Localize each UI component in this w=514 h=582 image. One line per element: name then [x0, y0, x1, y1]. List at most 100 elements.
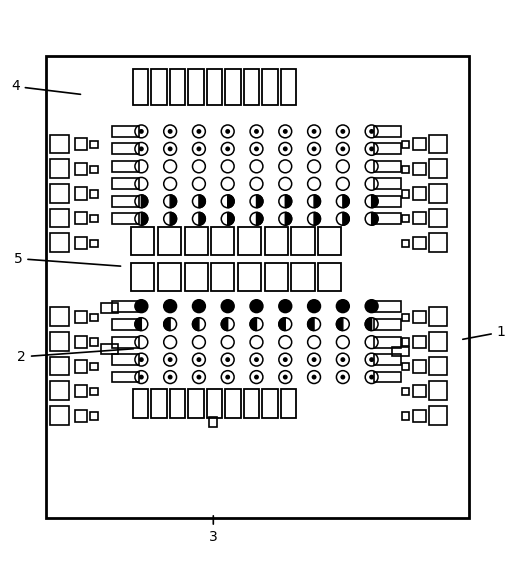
Bar	[46, 56, 469, 518]
Bar	[374, 354, 401, 365]
Circle shape	[254, 129, 259, 134]
Bar	[429, 406, 447, 425]
Bar	[50, 233, 69, 252]
Polygon shape	[199, 212, 205, 225]
Circle shape	[254, 375, 259, 379]
Circle shape	[369, 129, 374, 134]
Bar	[429, 135, 447, 153]
Bar	[50, 135, 69, 153]
Bar	[413, 410, 426, 422]
Circle shape	[311, 129, 317, 134]
Circle shape	[254, 357, 259, 362]
Bar	[402, 363, 409, 370]
Circle shape	[196, 147, 201, 151]
Polygon shape	[193, 318, 199, 331]
Bar	[413, 212, 426, 225]
Bar	[207, 69, 222, 105]
Bar	[265, 227, 288, 255]
Bar	[133, 389, 148, 418]
Bar	[170, 69, 185, 105]
Bar	[402, 314, 409, 321]
Polygon shape	[164, 318, 170, 331]
Bar	[75, 212, 87, 225]
Bar	[90, 166, 98, 173]
Bar	[402, 388, 409, 395]
Bar	[50, 406, 69, 425]
Circle shape	[139, 357, 144, 362]
Bar	[374, 214, 401, 224]
Bar	[281, 389, 296, 418]
Bar	[413, 237, 426, 249]
Bar	[90, 190, 98, 197]
Bar	[90, 363, 98, 370]
Bar	[75, 360, 87, 372]
Polygon shape	[170, 195, 176, 208]
Polygon shape	[141, 212, 148, 225]
Bar	[225, 389, 241, 418]
Circle shape	[225, 375, 230, 379]
Circle shape	[225, 357, 230, 362]
Bar	[413, 385, 426, 397]
Bar	[50, 209, 69, 227]
Bar	[429, 381, 447, 400]
Bar	[244, 389, 259, 418]
Circle shape	[196, 375, 201, 379]
Polygon shape	[372, 212, 378, 225]
Bar	[101, 303, 118, 313]
Polygon shape	[285, 212, 291, 225]
Bar	[112, 179, 139, 189]
Bar	[158, 227, 181, 255]
Polygon shape	[314, 212, 320, 225]
Bar	[374, 144, 401, 154]
Circle shape	[168, 129, 173, 134]
Bar	[238, 262, 261, 291]
Bar	[50, 159, 69, 178]
Bar	[75, 385, 87, 397]
Bar	[158, 262, 181, 291]
Bar	[402, 190, 409, 197]
Circle shape	[340, 375, 345, 379]
Circle shape	[340, 357, 345, 362]
Circle shape	[283, 147, 288, 151]
Circle shape	[279, 300, 292, 313]
Polygon shape	[199, 195, 205, 208]
Bar	[318, 227, 341, 255]
Bar	[392, 346, 409, 356]
Bar	[413, 335, 426, 348]
Text: 2: 2	[17, 349, 134, 364]
Bar	[151, 389, 167, 418]
Circle shape	[225, 147, 230, 151]
Bar	[75, 187, 87, 200]
Bar	[265, 262, 288, 291]
Bar	[402, 338, 409, 346]
Circle shape	[139, 147, 144, 151]
Circle shape	[311, 147, 317, 151]
Polygon shape	[343, 212, 349, 225]
Bar	[211, 262, 234, 291]
Circle shape	[192, 300, 206, 313]
Bar	[75, 311, 87, 323]
Polygon shape	[314, 195, 320, 208]
Bar	[318, 262, 341, 291]
Circle shape	[168, 375, 173, 379]
Bar	[90, 338, 98, 346]
Bar	[50, 357, 69, 375]
Bar	[402, 215, 409, 222]
Bar	[402, 141, 409, 148]
Circle shape	[135, 300, 148, 313]
Polygon shape	[228, 195, 234, 208]
Bar	[101, 344, 118, 354]
Bar	[211, 227, 234, 255]
Bar	[112, 214, 139, 224]
Circle shape	[221, 300, 234, 313]
Circle shape	[250, 300, 263, 313]
Circle shape	[311, 357, 317, 362]
Circle shape	[139, 129, 144, 134]
Bar	[374, 337, 401, 347]
Bar	[75, 335, 87, 348]
Bar	[429, 357, 447, 375]
Bar	[402, 166, 409, 173]
Bar	[112, 372, 139, 382]
Bar	[112, 319, 139, 329]
Bar	[262, 69, 278, 105]
